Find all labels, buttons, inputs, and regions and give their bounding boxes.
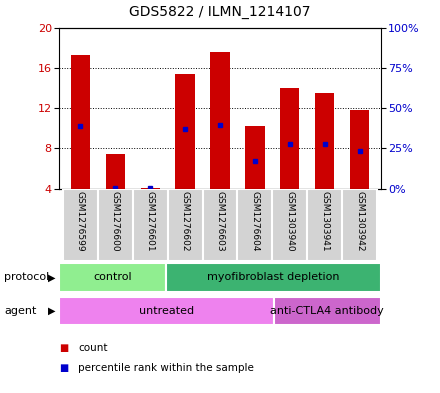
Text: GSM1303940: GSM1303940 <box>285 191 294 252</box>
Text: ■: ■ <box>59 343 69 353</box>
Text: GSM1303941: GSM1303941 <box>320 191 329 252</box>
Bar <box>315 93 334 189</box>
Text: ▶: ▶ <box>48 272 55 283</box>
Bar <box>98 189 133 261</box>
Text: myofibroblast depletion: myofibroblast depletion <box>207 272 340 283</box>
Bar <box>202 189 238 261</box>
Text: count: count <box>78 343 107 353</box>
Bar <box>59 263 166 292</box>
Text: GSM1303942: GSM1303942 <box>355 191 364 251</box>
Text: GDS5822 / ILMN_1214107: GDS5822 / ILMN_1214107 <box>129 5 311 19</box>
Bar <box>210 51 230 189</box>
Text: GSM1276604: GSM1276604 <box>250 191 260 251</box>
Text: control: control <box>94 272 132 283</box>
Bar <box>350 110 369 189</box>
Bar <box>342 189 377 261</box>
Text: agent: agent <box>4 306 37 316</box>
Text: GSM1276599: GSM1276599 <box>76 191 85 252</box>
Text: GSM1276602: GSM1276602 <box>180 191 190 251</box>
Bar <box>140 188 160 189</box>
Bar <box>133 189 168 261</box>
Text: ▶: ▶ <box>48 306 55 316</box>
Text: untreated: untreated <box>139 306 194 316</box>
Bar <box>307 189 342 261</box>
Text: GSM1276601: GSM1276601 <box>146 191 155 252</box>
Bar <box>106 154 125 189</box>
Text: protocol: protocol <box>4 272 50 283</box>
Bar <box>63 189 98 261</box>
Bar <box>274 297 381 325</box>
Bar <box>166 263 381 292</box>
Text: GSM1276600: GSM1276600 <box>111 191 120 252</box>
Bar <box>246 126 264 189</box>
Text: anti-CTLA4 antibody: anti-CTLA4 antibody <box>270 306 384 316</box>
Text: ■: ■ <box>59 363 69 373</box>
Bar <box>272 189 307 261</box>
Bar <box>59 297 274 325</box>
Bar <box>176 74 194 189</box>
Text: percentile rank within the sample: percentile rank within the sample <box>78 363 254 373</box>
Bar <box>280 88 300 189</box>
Text: GSM1276603: GSM1276603 <box>216 191 224 252</box>
Bar <box>168 189 202 261</box>
Bar <box>238 189 272 261</box>
Bar <box>71 55 90 189</box>
